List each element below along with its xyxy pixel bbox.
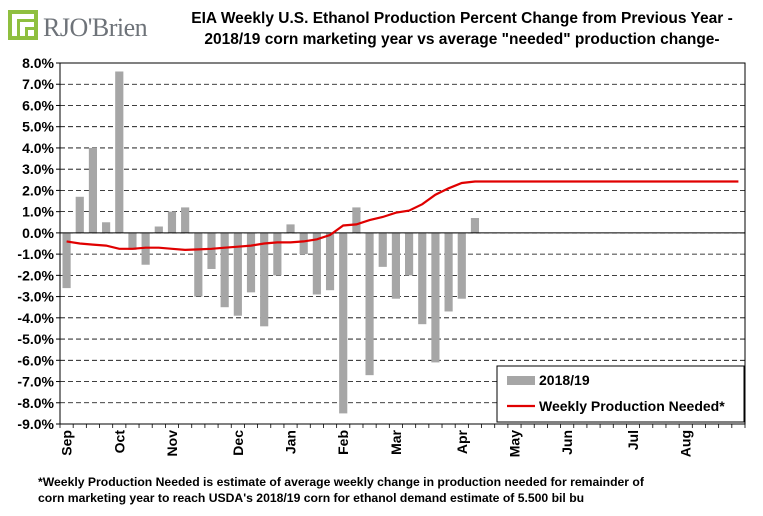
- footnote: *Weekly Production Needed is estimate of…: [38, 474, 644, 506]
- bar: [260, 232, 269, 327]
- y-tick-label: -5.0%: [17, 331, 54, 347]
- bar: [286, 224, 295, 233]
- x-month-label: Mar: [388, 429, 404, 454]
- y-tick-label: 0.0%: [22, 225, 54, 241]
- y-tick-label: -8.0%: [17, 395, 54, 411]
- logo-mark-icon: [8, 10, 38, 40]
- bar: [246, 232, 256, 293]
- chart-title: EIA Weekly U.S. Ethanol Production Perce…: [162, 8, 762, 50]
- footnote-line-2: corn marketing year to reach USDA's 2018…: [38, 491, 585, 505]
- bar: [352, 207, 361, 233]
- bar: [273, 232, 282, 276]
- bar: [339, 232, 348, 414]
- legend-label-2018-19: 2018/19: [539, 372, 590, 388]
- plot-area: [59, 62, 746, 425]
- x-month-label: Dec: [230, 430, 246, 456]
- y-tick-label: 2.0%: [22, 182, 54, 198]
- needed-production-line: [66, 180, 739, 252]
- bar: [102, 222, 111, 233]
- rjobrien-logo: RJO'Brien: [8, 10, 158, 44]
- y-tick-label: 7.0%: [22, 76, 54, 92]
- x-month-label: Aug: [678, 430, 694, 457]
- y-tick-label: -6.0%: [17, 352, 54, 368]
- bar: [207, 232, 216, 269]
- y-tick-label: -7.0%: [17, 374, 54, 390]
- y-tick-label: -2.0%: [17, 267, 54, 283]
- bar: [154, 226, 163, 233]
- y-tick-label: -9.0%: [17, 416, 54, 432]
- bar: [444, 232, 453, 312]
- bar: [88, 147, 98, 233]
- y-tick-label: 4.0%: [22, 140, 54, 156]
- bar: [128, 232, 137, 250]
- x-month-label: Feb: [335, 430, 351, 455]
- bar: [418, 232, 427, 325]
- bar: [141, 232, 150, 265]
- bar: [62, 232, 71, 289]
- logo-wordmark: RJO'Brien: [43, 13, 148, 42]
- x-month-label: Apr: [454, 429, 470, 454]
- bar: [115, 71, 124, 233]
- bar: [167, 211, 177, 233]
- bar: [181, 207, 190, 233]
- bar: [378, 232, 387, 267]
- x-month-label: Nov: [164, 430, 180, 457]
- x-month-label: Jan: [283, 430, 299, 454]
- bar: [391, 232, 400, 299]
- bar: [470, 218, 480, 233]
- y-tick-label: 3.0%: [22, 161, 54, 177]
- legend-label-needed: Weekly Production Needed*: [539, 398, 725, 414]
- y-tick-label: 5.0%: [22, 119, 54, 135]
- chart-title-line-1: EIA Weekly U.S. Ethanol Production Perce…: [191, 10, 733, 27]
- y-tick-label: 8.0%: [22, 55, 54, 71]
- bar: [233, 232, 242, 316]
- x-month-label: Oct: [111, 430, 127, 454]
- x-month-label: Jul: [625, 430, 641, 450]
- bar: [457, 232, 466, 299]
- legend-bar-swatch: [507, 376, 535, 385]
- bar: [75, 196, 84, 233]
- y-tick-label: -3.0%: [17, 289, 54, 305]
- bar: [312, 232, 321, 295]
- y-tick-label: 1.0%: [22, 204, 54, 220]
- footnote-line-1: *Weekly Production Needed is estimate of…: [38, 475, 644, 489]
- bar: [194, 232, 203, 297]
- bar: [365, 232, 374, 376]
- x-month-label: Jun: [559, 430, 575, 455]
- chart-title-line-2: 2018/19 corn marketing year vs average "…: [204, 31, 720, 48]
- legend-box: [496, 365, 745, 423]
- bar: [405, 232, 414, 276]
- x-month-label: May: [506, 430, 522, 457]
- y-tick-label: -1.0%: [17, 246, 54, 262]
- bar: [431, 232, 440, 363]
- bar: [299, 232, 308, 255]
- bar: [325, 232, 335, 291]
- bar: [220, 232, 229, 308]
- x-month-label: Sep: [59, 430, 75, 456]
- y-tick-label: -4.0%: [17, 310, 54, 326]
- y-tick-label: 6.0%: [22, 97, 54, 113]
